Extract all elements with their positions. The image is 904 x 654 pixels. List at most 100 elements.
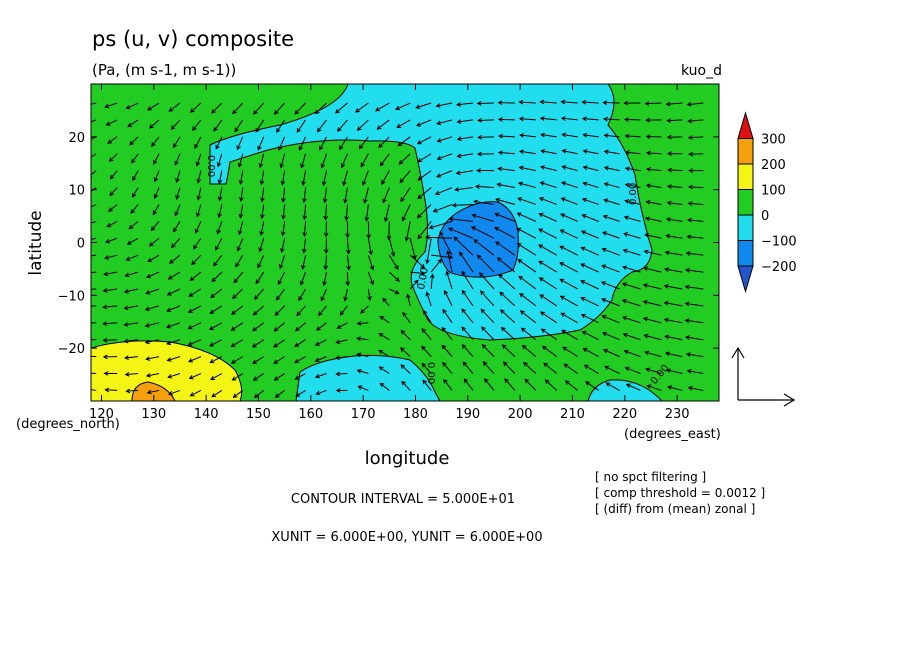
y-tick-label: 20: [68, 131, 85, 146]
wind-arrow: [540, 132, 557, 138]
wind-arrow: [195, 153, 202, 167]
wind-arrow: [234, 119, 244, 133]
wind-arrow: [645, 150, 662, 156]
note-3: [ (diff) from (mean) zonal ]: [595, 502, 755, 516]
wind-arrow: [417, 153, 432, 163]
wind-arrow: [367, 288, 372, 301]
wind-arrow: [382, 187, 390, 204]
wind-arrow: [386, 221, 392, 241]
wind-arrow: [189, 389, 202, 397]
wind-arrow: [276, 119, 286, 133]
wind-arrow: [441, 344, 453, 357]
contour-label: 0.00: [628, 183, 639, 205]
wind-arrow: [456, 136, 474, 142]
wind-arrow: [663, 284, 683, 290]
wind-arrow: [585, 381, 599, 391]
wind-arrow: [91, 271, 97, 274]
wind-arrow: [346, 238, 351, 255]
wind-arrow: [520, 327, 537, 341]
wind-arrow: [91, 187, 97, 194]
wind-arrow: [580, 313, 599, 324]
wind-arrow: [645, 117, 662, 123]
wind-arrow: [210, 373, 223, 380]
wind-arrow: [146, 389, 160, 395]
wind-arrow: [624, 117, 641, 122]
wind-arrow: [322, 187, 328, 204]
wind-arrow: [501, 344, 516, 357]
wind-arrow: [665, 368, 683, 375]
wind-arrow: [461, 270, 474, 290]
wind-arrow: [603, 133, 620, 138]
wind-arrow: [646, 384, 662, 391]
wind-arrow: [522, 361, 537, 374]
wind-arrow: [259, 221, 265, 236]
wind-arrow: [230, 339, 244, 348]
wind-arrow: [361, 170, 369, 186]
wind-arrow: [667, 151, 683, 156]
wind-arrow: [358, 136, 369, 150]
x-tick-label: 180: [403, 407, 428, 422]
wind-arrow: [476, 151, 494, 157]
wind-arrow: [360, 305, 369, 314]
wind-arrow: [642, 316, 662, 324]
wind-arrow: [625, 383, 641, 391]
wind-arrow: [666, 184, 683, 189]
wind-arrow: [124, 371, 139, 377]
wind-arrow: [191, 254, 202, 266]
wind-arrow: [462, 361, 474, 374]
wind-arrow: [280, 170, 286, 186]
wind-arrow: [376, 119, 390, 130]
wind-arrow: [417, 187, 432, 200]
wind-arrow: [421, 345, 432, 357]
wind-arrow: [188, 373, 202, 380]
wind-arrow: [148, 119, 160, 129]
wind-arrow: [605, 382, 620, 391]
wind-arrow: [645, 167, 662, 172]
wind-arrow: [146, 271, 160, 279]
wind-arrow: [255, 271, 265, 285]
wind-arrow: [471, 213, 495, 222]
wind-arrow: [322, 271, 327, 287]
wind-arrow: [314, 102, 327, 115]
wind-arrow: [389, 288, 400, 295]
x-tick-label: 230: [665, 407, 690, 422]
colorbar-swatch: [737, 163, 754, 190]
wind-arrow: [442, 308, 453, 324]
wind-arrow: [622, 315, 641, 324]
wind-arrow: [280, 238, 286, 254]
wind-arrow: [539, 294, 558, 307]
wind-arrow: [318, 305, 327, 317]
wind-arrow: [367, 238, 374, 256]
wind-arrow: [685, 352, 704, 358]
wind-arrow: [581, 99, 599, 105]
wind-arrow: [253, 390, 265, 399]
wind-arrow: [664, 351, 683, 358]
wind-arrow: [379, 153, 390, 167]
wind-arrow: [430, 258, 443, 273]
colorbar-swatch: [737, 214, 754, 241]
wind-arrow: [581, 214, 599, 222]
wind-arrow: [260, 187, 265, 203]
wind-arrow: [279, 153, 286, 169]
wind-arrow: [167, 271, 181, 280]
wind-arrow: [273, 102, 286, 115]
wind-arrow: [208, 339, 223, 347]
wind-arrow: [666, 385, 683, 391]
wind-arrow: [624, 166, 641, 172]
wind-arrow: [459, 251, 474, 273]
wind-arrow: [663, 300, 683, 307]
wind-arrow: [481, 343, 495, 357]
wind-arrow: [409, 254, 426, 269]
wind-arrow: [604, 365, 620, 374]
wind-arrow: [666, 134, 683, 140]
wind-arrow: [562, 346, 578, 358]
wind-arrow: [277, 271, 286, 286]
wind-arrow: [189, 102, 202, 113]
wind-arrow: [484, 378, 495, 391]
wind-arrow: [316, 119, 327, 133]
wind-arrow: [499, 291, 516, 307]
wind-arrow: [441, 326, 453, 341]
wind-arrow: [381, 170, 390, 185]
x-tick-label: 160: [298, 407, 323, 422]
